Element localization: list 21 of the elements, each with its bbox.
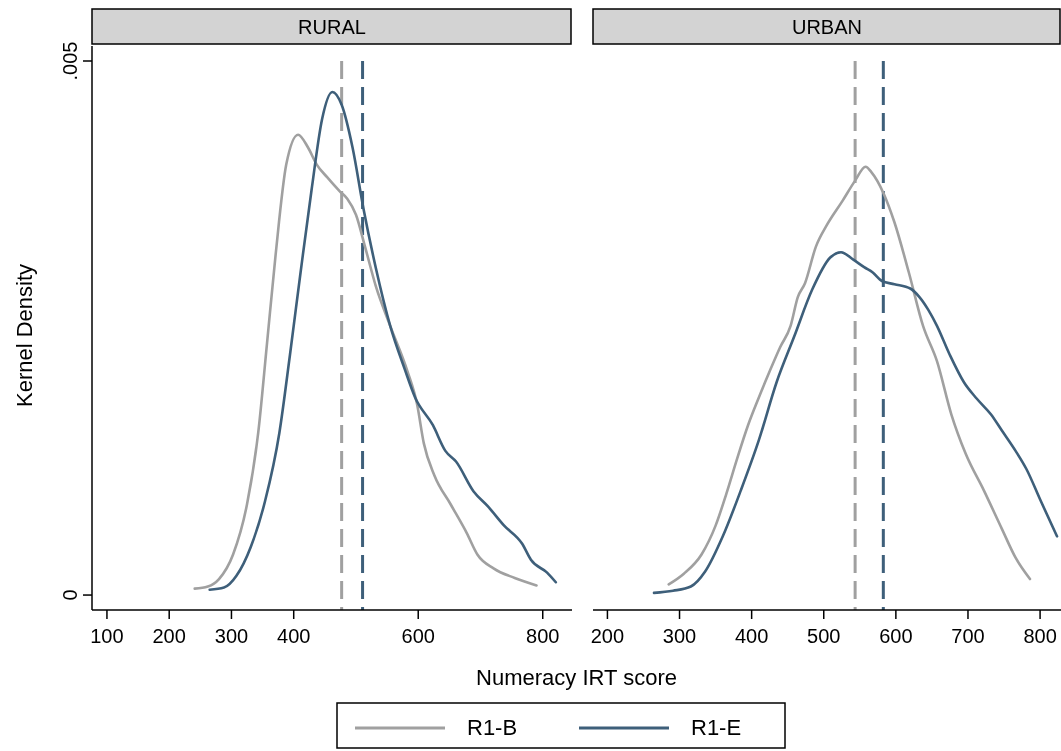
y-axis-title: Kernel Density (12, 263, 37, 408)
chart-title: URBAN (791, 16, 863, 38)
x-tick-label: 200 (152, 625, 186, 647)
x-tick-label: 200 (590, 625, 625, 647)
chart-title: RURAL (298, 16, 366, 38)
x-tick-label: 400 (734, 625, 769, 647)
y-tick-label: 0 (59, 589, 81, 601)
x-tick-label: 800 (1023, 625, 1057, 647)
x-tick-label: 600 (879, 625, 913, 647)
x-tick-label: 300 (662, 625, 697, 647)
legend-label: R1-E (691, 715, 742, 740)
x-tick-label: 800 (526, 625, 560, 647)
x-tick-label: 500 (807, 625, 841, 647)
x-tick-label: 600 (401, 625, 435, 647)
x-tick-label: 300 (214, 625, 249, 647)
y-tick-label: .005 (59, 41, 81, 81)
x-tick-label: 100 (90, 625, 124, 647)
x-tick-label: 400 (277, 625, 311, 647)
x-tick-label: 700 (951, 625, 985, 647)
x-axis-title: Numeracy IRT score (476, 665, 677, 690)
legend-label: R1-B (467, 715, 518, 740)
